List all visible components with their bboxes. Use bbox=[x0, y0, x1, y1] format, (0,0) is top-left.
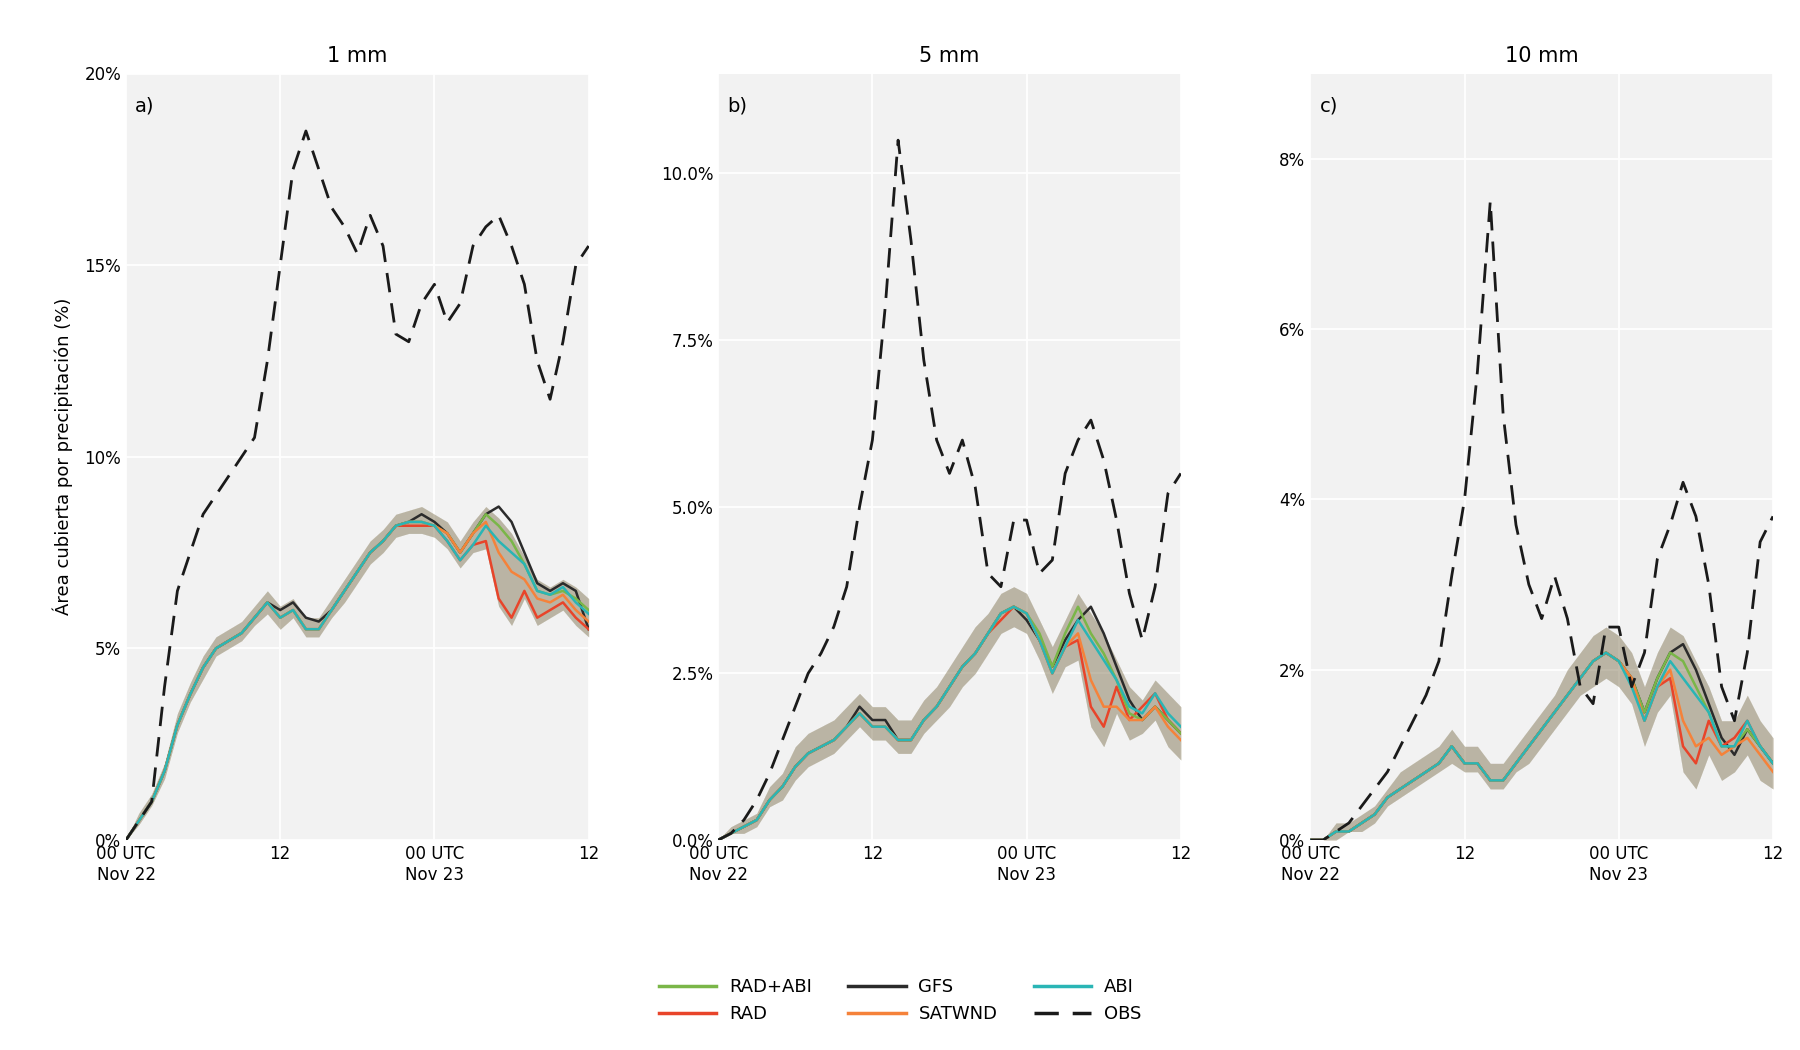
Title: 5 mm: 5 mm bbox=[920, 46, 979, 66]
Text: a): a) bbox=[135, 97, 155, 116]
Text: b): b) bbox=[727, 97, 747, 116]
Title: 10 mm: 10 mm bbox=[1505, 46, 1579, 66]
Legend: RAD+ABI, RAD, GFS, SATWND, ABI, OBS: RAD+ABI, RAD, GFS, SATWND, ABI, OBS bbox=[652, 971, 1148, 1030]
Text: c): c) bbox=[1319, 97, 1337, 116]
Y-axis label: Área cubierta por precipitación (%): Área cubierta por precipitación (%) bbox=[52, 298, 74, 615]
Title: 1 mm: 1 mm bbox=[328, 46, 387, 66]
